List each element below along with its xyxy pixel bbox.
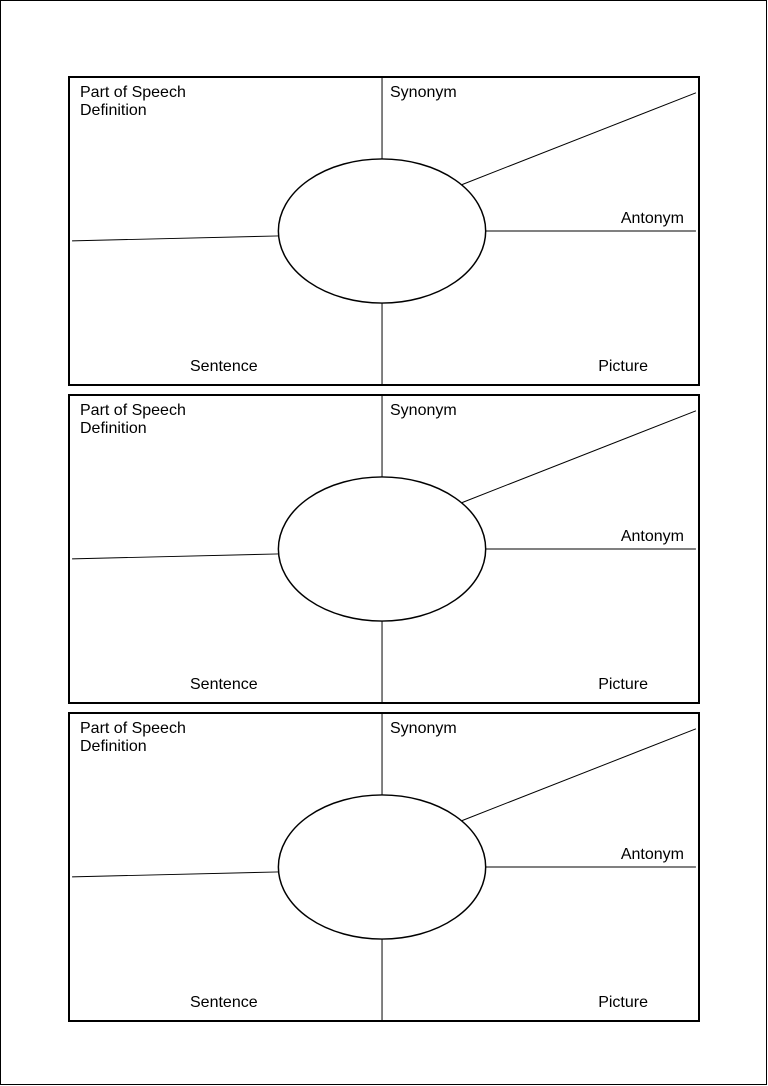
- panel-stack: Part of Speech Definition Synonym Antony…: [68, 76, 700, 1022]
- vocab-panel: Part of Speech Definition Synonym Antony…: [68, 76, 700, 386]
- panel-lines: [70, 78, 698, 384]
- label-sentence: Sentence: [190, 676, 258, 694]
- center-ellipse: [278, 159, 485, 303]
- left-horiz-line: [72, 554, 278, 559]
- vocab-panel: Part of Speech Definition Synonym Antony…: [68, 394, 700, 704]
- left-horiz-line: [72, 872, 278, 877]
- center-ellipse: [278, 795, 485, 939]
- vocab-panel: Part of Speech Definition Synonym Antony…: [68, 712, 700, 1022]
- label-sentence: Sentence: [190, 358, 258, 376]
- label-synonym: Synonym: [390, 720, 457, 738]
- center-ellipse: [278, 477, 485, 621]
- label-part-of-speech: Part of Speech Definition: [80, 402, 186, 439]
- right-diag-line: [462, 411, 696, 503]
- label-picture: Picture: [598, 676, 648, 694]
- panel-lines: [70, 396, 698, 702]
- label-picture: Picture: [598, 994, 648, 1012]
- left-horiz-line: [72, 236, 278, 241]
- panel-lines: [70, 714, 698, 1020]
- label-antonym: Antonym: [621, 846, 684, 864]
- right-diag-line: [462, 93, 696, 185]
- label-sentence: Sentence: [190, 994, 258, 1012]
- label-synonym: Synonym: [390, 84, 457, 102]
- label-synonym: Synonym: [390, 402, 457, 420]
- label-antonym: Antonym: [621, 528, 684, 546]
- label-part-of-speech: Part of Speech Definition: [80, 84, 186, 121]
- right-diag-line: [462, 729, 696, 821]
- label-picture: Picture: [598, 358, 648, 376]
- label-antonym: Antonym: [621, 210, 684, 228]
- label-part-of-speech: Part of Speech Definition: [80, 720, 186, 757]
